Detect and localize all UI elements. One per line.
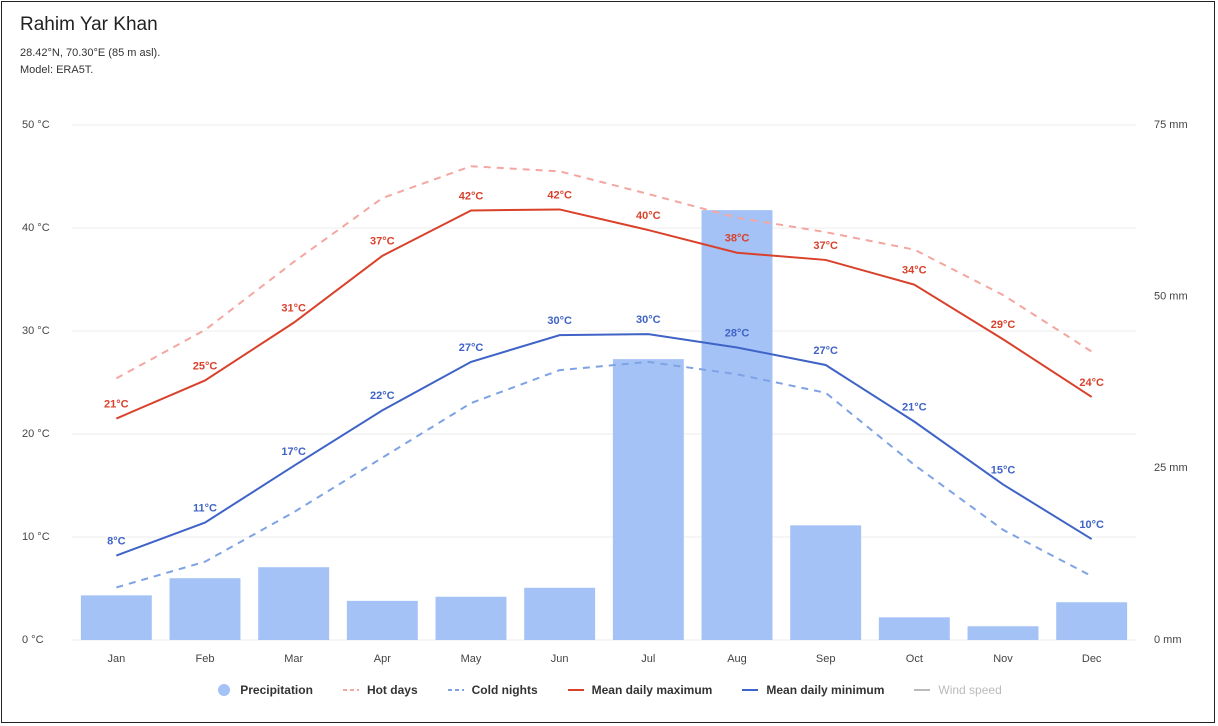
legend-item[interactable]: Mean daily minimum	[742, 683, 884, 697]
bar	[878, 617, 950, 640]
x-tick-label: Mar	[284, 653, 303, 665]
y2-tick-label: 0 mm	[1154, 634, 1182, 646]
data-label: 15°C	[991, 464, 1016, 476]
legend-symbol	[567, 689, 584, 691]
data-label: 8°C	[107, 535, 126, 547]
legend: Precipitation Hot days Cold nights Mean dai…	[0, 683, 1218, 697]
data-label: 30°C	[547, 315, 572, 327]
y-tick-label: 40 °C	[22, 222, 50, 234]
bar	[524, 587, 596, 640]
y-tick-label: 30 °C	[22, 325, 50, 337]
y-tick-label: 0 °C	[22, 634, 44, 646]
legend-label: Wind speed	[938, 683, 1002, 697]
data-label: 34°C	[902, 265, 927, 277]
data-label: 37°C	[370, 236, 395, 248]
data-label: 28°C	[725, 327, 750, 339]
data-label: 31°C	[281, 303, 306, 315]
data-label: 17°C	[281, 446, 306, 458]
y-tick-label: 10 °C	[22, 531, 50, 543]
line	[115, 165, 1093, 380]
y2-tick-label: 50 mm	[1154, 291, 1188, 303]
x-tick-label: Aug	[727, 653, 747, 665]
legend-symbol	[742, 689, 759, 691]
bar	[258, 567, 330, 640]
legend-item[interactable]: Hot days	[342, 683, 418, 697]
data-label: 11°C	[193, 502, 217, 514]
x-tick-label: Feb	[196, 653, 215, 665]
chart: Rahim Yar Khan 28.42°N, 70.30°E (85 m as…	[20, 14, 1188, 665]
x-tick-label: Oct	[906, 653, 923, 665]
subtitle: 28.42°N, 70.30°E (85 m asl).	[20, 47, 160, 59]
data-label: 25°C	[193, 360, 218, 372]
data-label: 42°C	[459, 190, 484, 202]
data-label: 40°C	[636, 210, 661, 222]
legend-label: Cold nights	[471, 683, 538, 697]
bar	[435, 596, 507, 640]
legend-symbol	[218, 684, 231, 696]
x-tick-label: Apr	[374, 653, 391, 665]
model: Model: ERA5T.	[20, 64, 93, 76]
data-label: 42°C	[547, 189, 572, 201]
line	[115, 333, 1093, 557]
data-label: 30°C	[636, 314, 661, 326]
x-tick-label: Jul	[641, 653, 655, 665]
legend-symbol	[914, 689, 931, 691]
bar	[790, 525, 862, 640]
data-label: 38°C	[725, 233, 750, 245]
legend-label: Mean daily maximum	[591, 683, 713, 697]
legend-item[interactable]: Mean daily maximum	[567, 683, 713, 697]
x-tick-label: Nov	[993, 653, 1013, 665]
bar	[80, 595, 152, 640]
data-label: 37°C	[813, 240, 838, 252]
y-tick-label: 20 °C	[22, 428, 50, 440]
bar	[169, 578, 241, 640]
chart-title: Rahim Yar Khan	[20, 14, 158, 35]
x-tick-label: Jun	[551, 653, 569, 665]
x-tick-label: Jan	[107, 653, 125, 665]
data-label: 29°C	[991, 319, 1016, 331]
bar	[612, 359, 684, 640]
legend-symbol	[342, 689, 359, 691]
y-tick-label: 50 °C	[22, 119, 50, 131]
data-label: 10°C	[1079, 519, 1104, 531]
legend-item[interactable]: Wind speed	[914, 683, 1002, 697]
y2-tick-label: 25 mm	[1154, 462, 1188, 474]
legend-label: Mean daily minimum	[766, 683, 885, 697]
data-label: 21°C	[104, 398, 129, 410]
legend-symbol	[447, 689, 464, 691]
line	[116, 360, 1093, 589]
y2-tick-label: 75 mm	[1154, 119, 1188, 131]
bar	[346, 600, 418, 640]
legend-label: Precipitation	[240, 683, 313, 697]
legend-label: Hot days	[366, 683, 418, 697]
data-label: 22°C	[370, 390, 395, 402]
bar	[1056, 602, 1128, 640]
legend-item[interactable]: Cold nights	[447, 683, 538, 697]
bar	[967, 626, 1039, 640]
line	[115, 208, 1093, 420]
data-label: 27°C	[813, 345, 838, 357]
legend-item[interactable]: Precipitation	[216, 683, 313, 697]
bar	[701, 210, 773, 640]
x-tick-label: Dec	[1082, 653, 1102, 665]
data-label: 27°C	[459, 342, 484, 354]
x-tick-label: May	[461, 653, 482, 665]
data-label: 24°C	[1079, 377, 1104, 389]
data-label: 21°C	[902, 402, 927, 414]
legend-dot	[218, 684, 231, 696]
x-tick-label: Sep	[816, 653, 836, 665]
